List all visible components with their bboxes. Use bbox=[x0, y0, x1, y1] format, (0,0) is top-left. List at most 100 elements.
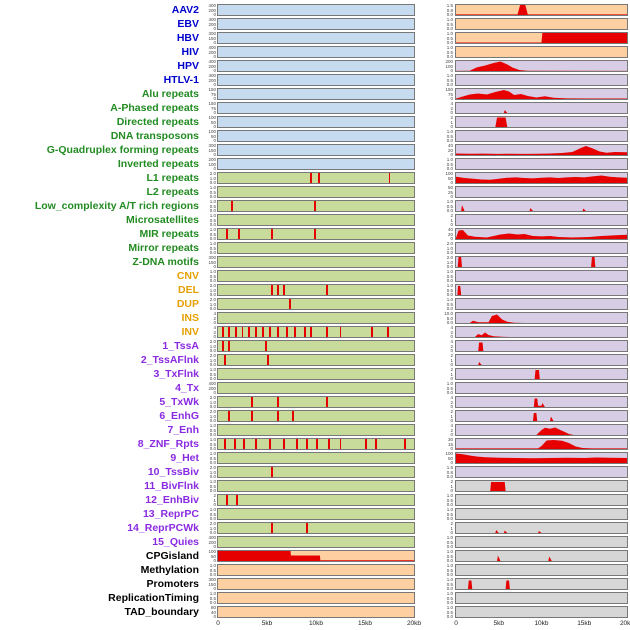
y-tick-label: 300 bbox=[208, 577, 216, 582]
y-axis-ticks-left: 150 75 0 bbox=[203, 87, 217, 100]
y-axis-ticks-right: 50 25 0 bbox=[415, 185, 455, 198]
track-panel-left bbox=[217, 186, 415, 198]
track-label: 6_EnhG bbox=[159, 410, 199, 422]
data-bar bbox=[251, 411, 254, 421]
track-label: Low_complexity A/T rich regions bbox=[34, 200, 199, 212]
track-panel-right bbox=[455, 536, 628, 548]
y-tick-label: 1 bbox=[450, 483, 453, 489]
y-tick-label: 0.0 bbox=[446, 390, 453, 395]
data-bar bbox=[267, 355, 269, 365]
y-tick-label: 4 bbox=[213, 311, 216, 316]
y-tick-label: 2 bbox=[450, 521, 453, 526]
track-row: 7_Enh 1.0 0.5 0.0 4 2 0 bbox=[0, 423, 630, 437]
track-label: DNA transposons bbox=[110, 130, 199, 142]
y-tick-label: 0.0 bbox=[446, 208, 453, 213]
data-profile bbox=[456, 230, 627, 239]
data-bar bbox=[282, 285, 285, 295]
track-panel-left bbox=[217, 550, 415, 562]
y-tick-label: 0.5 bbox=[446, 287, 453, 293]
data-profile bbox=[456, 61, 627, 71]
data-bar bbox=[306, 439, 309, 449]
y-tick-label: 150 bbox=[208, 35, 216, 41]
track-row: MIR repeats 1.0 0.5 0.0 40 20 0 bbox=[0, 227, 630, 241]
y-tick-label: 0.0 bbox=[446, 292, 453, 297]
track-row: AAV2 400 200 0 1.5 0.8 0.0 bbox=[0, 3, 630, 17]
track-panel-right bbox=[455, 74, 628, 86]
data-bar bbox=[233, 439, 236, 449]
y-tick-label: 400 bbox=[208, 45, 216, 50]
y-axis-ticks-right: 1.5 0.8 0.0 bbox=[415, 3, 455, 16]
y-tick-label: 4 bbox=[450, 101, 453, 106]
y-tick-label: 1.5 bbox=[446, 465, 453, 470]
y-tick-label: 0.0 bbox=[446, 264, 453, 269]
y-tick-label: 1.0 bbox=[446, 73, 453, 78]
x-axis-tick: 15kb bbox=[357, 620, 373, 627]
y-tick-label: 0 bbox=[213, 614, 216, 619]
y-tick-label: 0 bbox=[450, 222, 453, 227]
y-axis-ticks-left: 400 200 0 bbox=[203, 45, 217, 58]
track-panel-left bbox=[217, 312, 415, 324]
y-tick-label: 1.0 bbox=[446, 507, 453, 512]
y-tick-label: 150 bbox=[208, 101, 216, 106]
y-tick-label: 150 bbox=[208, 147, 216, 153]
y-tick-label: 2 bbox=[450, 115, 453, 120]
y-tick-label: 1.0 bbox=[446, 245, 453, 251]
data-bar bbox=[276, 397, 279, 407]
y-tick-label: 2 bbox=[450, 213, 453, 218]
y-axis-ticks-right: 1.0 0.5 0.0 bbox=[415, 549, 455, 562]
track-label: Methylation bbox=[140, 564, 199, 576]
y-tick-label: 0.5 bbox=[209, 595, 216, 601]
y-tick-label: 0 bbox=[213, 502, 216, 507]
data-bar bbox=[310, 173, 313, 183]
y-axis-ticks-left: 1.0 0.5 0.0 bbox=[203, 479, 217, 492]
data-profile bbox=[456, 146, 627, 155]
data-bar bbox=[370, 327, 373, 337]
data-bar bbox=[221, 341, 224, 351]
track-panel-right bbox=[455, 606, 628, 618]
track-row: 15_Quies 400 200 0 1.0 0.5 0.0 bbox=[0, 535, 630, 549]
y-tick-label: 0.5 bbox=[209, 203, 216, 209]
track-row: Low_complexity A/T rich regions 1.0 0.5 0.0… bbox=[0, 199, 630, 213]
track-label: 7_Enh bbox=[167, 424, 199, 436]
track-label: DEL bbox=[178, 284, 199, 296]
track-panel-right bbox=[455, 438, 628, 450]
y-axis-ticks-left: 100 50 0 bbox=[203, 115, 217, 129]
y-tick-label: 0.0 bbox=[209, 460, 216, 465]
y-axis-ticks-left: 1.0 0.5 0.0 bbox=[203, 241, 217, 254]
data-bar bbox=[339, 327, 342, 337]
track-panel-left bbox=[217, 200, 415, 212]
y-tick-label: 10.0 bbox=[444, 311, 453, 316]
y-tick-label: 0 bbox=[450, 488, 453, 493]
y-tick-label: 0.8 bbox=[446, 7, 453, 13]
data-bar bbox=[374, 439, 377, 449]
y-tick-label: 2 bbox=[450, 329, 453, 335]
y-tick-label: 0 bbox=[213, 124, 216, 129]
y-tick-label: 20 bbox=[447, 231, 453, 237]
y-axis-ticks-left: 2.0 1.0 0.0 bbox=[203, 521, 217, 534]
y-tick-label: 0.0 bbox=[446, 82, 453, 87]
y-tick-label: 100 bbox=[208, 549, 216, 554]
y-tick-label: 0.0 bbox=[209, 236, 216, 241]
track-panel-left bbox=[217, 32, 415, 44]
y-tick-label: 0 bbox=[213, 390, 216, 395]
data-profile bbox=[456, 342, 627, 351]
track-row: HBV 300 150 0 1.0 0.5 0.0 bbox=[0, 31, 630, 45]
track-panel-left bbox=[217, 592, 415, 604]
y-tick-label: 1.0 bbox=[209, 451, 216, 456]
y-tick-label: 100 bbox=[208, 129, 216, 134]
track-panel-left bbox=[217, 46, 415, 58]
track-panel-left bbox=[217, 340, 415, 352]
data-profile bbox=[456, 453, 627, 463]
y-tick-label: 1.0 bbox=[446, 199, 453, 204]
y-tick-label: 0.5 bbox=[446, 273, 453, 279]
y-tick-label: 150 bbox=[445, 87, 453, 92]
y-axis-ticks-right: 1.0 0.5 0.0 bbox=[415, 17, 455, 30]
y-tick-label: 0 bbox=[450, 404, 453, 409]
data-profile bbox=[456, 362, 627, 365]
data-profile bbox=[456, 555, 627, 561]
data-bar bbox=[327, 439, 330, 449]
track-panel-right bbox=[455, 312, 628, 324]
y-tick-label: 2.0 bbox=[446, 255, 453, 260]
